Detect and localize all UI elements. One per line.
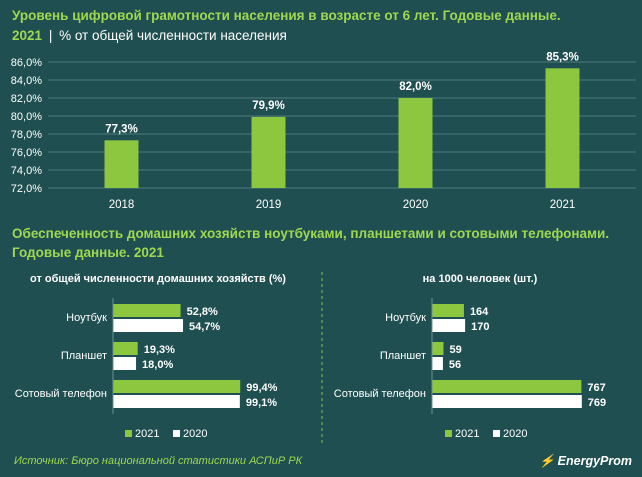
x-tick-label: 2021: [550, 199, 576, 211]
y-tick-label: 86,0%: [11, 57, 42, 69]
digital-literacy-chart: 72,0% 74,0% 76,0% 78,0% 80,0% 82,0% 84,0% 86,0%…: [11, 51, 636, 211]
subtitle-unit: % от общей численности населения: [59, 28, 287, 43]
logo-text: EnergyProm: [557, 454, 632, 468]
x-tick-label: 2018: [109, 199, 135, 211]
logo: ⚡ EnergyProm: [539, 454, 632, 469]
bar-value-label: 85,3%: [546, 51, 579, 63]
category-label: Планшет: [61, 350, 107, 362]
per-thousand-chart: на 1000 человек (шт.) Ноутбук 164 170 Планше…: [321, 272, 606, 444]
bar-value-label: 77,3%: [105, 123, 138, 135]
bar-value-label: 18,0%: [142, 359, 173, 371]
legend-label: 2021: [455, 428, 479, 440]
y-tick-label: 78,0%: [11, 129, 42, 141]
category-label: Ноутбук: [385, 312, 426, 324]
y-tick-label: 76,0%: [11, 147, 42, 159]
category-label: Сотовый телефон: [15, 388, 107, 400]
category-label: Планшет: [380, 350, 426, 362]
legend-label: 2020: [183, 428, 207, 440]
bar-value-label: 54,7%: [189, 321, 220, 333]
bar-value-label: 769: [588, 397, 606, 409]
bar: [432, 342, 444, 355]
bar-value-label: 59: [449, 344, 461, 356]
subtitle: 2021 | % от общей численности населения: [12, 28, 287, 43]
bar-value-label: 99,4%: [246, 382, 277, 394]
bar-value-label: 164: [470, 306, 489, 318]
y-tick-label: 84,0%: [11, 75, 42, 87]
bar: [104, 140, 139, 188]
legend-swatch: [173, 430, 180, 437]
legend-label: 2021: [135, 428, 159, 440]
bar: [113, 357, 137, 370]
bar-value-label: 99,1%: [246, 397, 277, 409]
bar: [432, 319, 466, 332]
bar-value-label: 79,9%: [252, 100, 285, 112]
bar: [432, 395, 582, 408]
category-label: Сотовый телефон: [334, 388, 426, 400]
section2-title: Обеспеченность домашних хозяйств ноутбук…: [12, 224, 609, 262]
y-tick-label: 82,0%: [11, 93, 42, 105]
panel-title: на 1000 человек (шт.): [423, 273, 538, 285]
source-note: Источник: Бюро национальной статистики А…: [14, 455, 303, 467]
bar: [545, 68, 580, 188]
panel-title: от общей численности домашних хозяйств (…: [30, 273, 286, 285]
bar-value-label: 82,0%: [399, 81, 432, 93]
bar: [113, 395, 240, 408]
bar-value-label: 170: [471, 321, 489, 333]
household-share-chart: от общей численности домашних хозяйств (…: [15, 273, 287, 440]
x-tick-label: 2019: [256, 199, 282, 211]
legend-swatch: [493, 430, 500, 437]
bar-value-label: 52,8%: [187, 306, 218, 318]
y-tick-label: 80,0%: [11, 111, 42, 123]
bar-value-label: 767: [587, 382, 605, 394]
lightning-icon: ⚡: [539, 454, 555, 468]
subtitle-year: 2021: [12, 28, 43, 43]
y-tick-label: 72,0%: [11, 183, 42, 195]
legend-label: 2020: [503, 428, 527, 440]
x-tick-label: 2020: [403, 199, 429, 211]
bar: [113, 342, 138, 355]
bar-value-label: 19,3%: [144, 344, 175, 356]
section2-title-line1: Обеспеченность домашних хозяйств ноутбук…: [12, 226, 610, 241]
legend-swatch: [125, 430, 132, 437]
section2-title-line2: Годовые данные. 2021: [12, 245, 164, 260]
category-label: Ноутбук: [66, 312, 107, 324]
bar: [432, 304, 464, 317]
subtitle-separator: |: [48, 28, 53, 43]
bar: [113, 380, 241, 393]
bar-value-label: 56: [449, 359, 461, 371]
main-title: Уровень цифровой грамотности населения в…: [12, 8, 561, 23]
bar: [113, 319, 184, 332]
legend-swatch: [445, 430, 452, 437]
bar: [113, 304, 181, 317]
bar: [398, 98, 433, 188]
bar: [432, 357, 443, 370]
bar: [432, 380, 582, 393]
bar: [251, 116, 286, 188]
y-tick-label: 74,0%: [11, 165, 42, 177]
